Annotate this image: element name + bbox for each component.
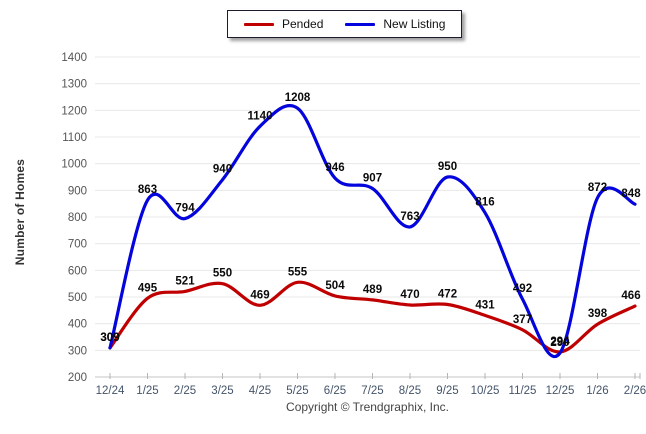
x-tick-label: 11/25 [509,385,537,397]
data-label: 431 [475,299,495,311]
legend-label-new-listing: New Listing [383,17,446,31]
x-tick-label: 3/25 [211,385,233,397]
x-tick-label: 10/25 [471,385,500,397]
data-label: 398 [588,308,608,320]
x-tick-label: 7/25 [361,385,383,397]
x-tick-label: 5/25 [286,385,308,397]
y-tick-label: 1400 [61,52,87,64]
data-label: 377 [513,314,532,326]
x-tick-label: 1/25 [136,385,158,397]
data-label: 763 [400,211,419,223]
data-label: 1208 [285,92,311,104]
data-label: 469 [250,289,269,301]
data-label: 946 [325,162,344,174]
data-label: 290 [550,337,569,349]
data-label: 309 [100,332,119,344]
x-tick-label: 2/26 [624,385,646,397]
copyright: Copyright © Trendgraphix, Inc. [286,400,449,414]
legend-item-new-listing: New Listing [345,17,445,31]
data-label: 294 [550,336,570,348]
y-tick-label: 1300 [61,79,87,91]
y-tick-label: 300 [68,345,87,357]
pended-line-swatch [244,22,274,26]
legend: Pended New Listing [227,10,463,38]
x-tick-label: 4/25 [249,385,271,397]
data-label: 492 [513,283,532,295]
x-tick-label: 6/25 [324,385,346,397]
data-label: 495 [138,282,158,294]
y-tick-label: 900 [68,185,87,197]
data-label: 848 [621,188,641,200]
data-label: 550 [213,268,232,280]
x-tick-label: 8/25 [399,385,421,397]
data-label: 489 [363,284,382,296]
legend-item-pended: Pended [244,17,323,31]
new-listing-line [108,104,637,358]
y-tick-label: 1100 [62,132,87,144]
data-label: 816 [475,197,494,209]
y-tick-label: 600 [68,265,87,277]
data-label: 472 [438,288,457,300]
x-tick-label: 9/25 [436,385,458,397]
y-tick-label: 400 [68,319,87,331]
data-label: 309 [100,332,119,344]
x-tick-label: 1/26 [586,385,608,397]
y-tick-label: 1200 [61,105,87,117]
y-tick-label: 500 [68,292,87,304]
data-label: 470 [400,289,419,301]
data-label: 863 [138,184,157,196]
y-tick-label: 200 [68,372,87,384]
new-listing-line-swatch [345,22,376,26]
data-label: 872 [588,182,607,194]
y-axis-title: Number of Homes [13,158,27,266]
y-tick-label: 1000 [61,159,87,171]
x-tick-label: 12/25 [546,385,575,397]
data-label: 950 [438,161,457,173]
data-label: 907 [363,172,382,184]
data-label: 521 [175,275,195,287]
data-label: 504 [325,280,345,292]
legend-label-pended: Pended [282,17,324,31]
y-tick-label: 800 [68,212,87,224]
x-tick-label: 2/25 [174,385,196,397]
data-label: 555 [288,266,308,278]
pended-line [108,280,637,354]
y-tick-label: 700 [68,239,87,251]
x-tick-label: 12/24 [96,385,125,397]
data-label: 940 [213,164,232,176]
data-label: 466 [621,290,640,302]
data-label: 794 [175,203,195,215]
data-label: 1140 [248,110,273,122]
